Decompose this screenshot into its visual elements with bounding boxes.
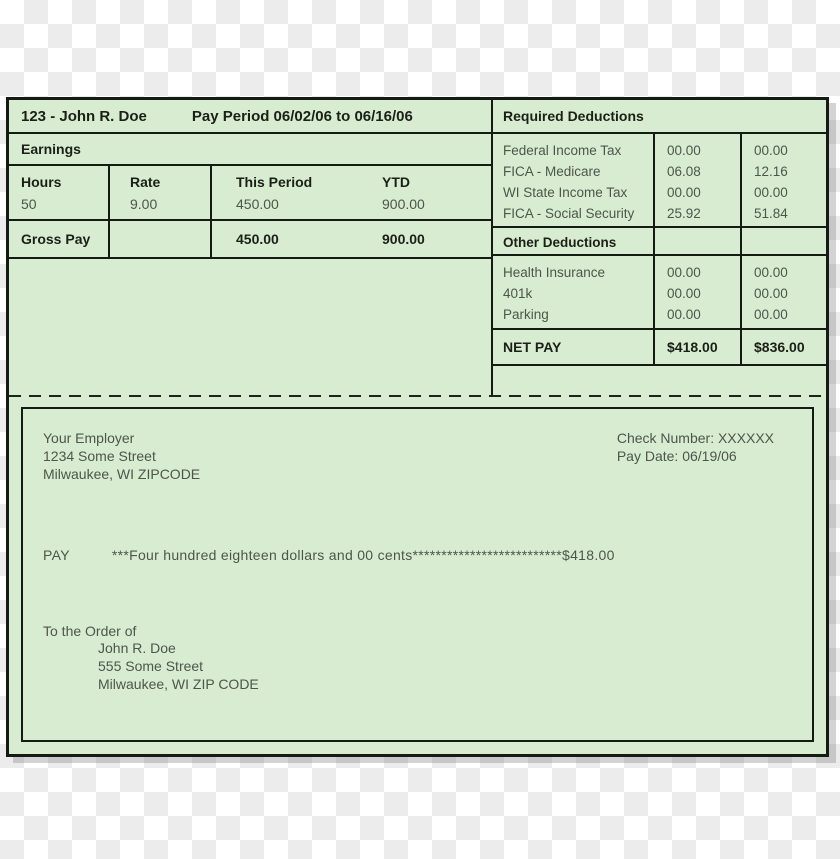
pay-date: Pay Date: 06/19/06 (616, 448, 737, 464)
other-deduction-ytd-value: 00.00 (754, 265, 788, 280)
payee-address: John R. Doe 555 Some Street Milwaukee, W… (98, 639, 792, 693)
hours-value: 50 (21, 196, 37, 212)
required-deductions-table: Federal Income Tax FICA - Medicare WI St… (493, 134, 826, 228)
employer-city: Milwaukee, WI ZIPCODE (43, 466, 201, 482)
other-deduction-label: Health Insurance (503, 265, 606, 280)
employer-street: 1234 Some Street (43, 448, 156, 464)
deductions-panel: Required Deductions Federal Income Tax F… (493, 100, 826, 395)
other-deduction-period-value: 00.00 (667, 286, 701, 301)
gross-pay-empty-cell (110, 221, 212, 257)
ytd-value: 900.00 (382, 196, 425, 212)
payee-block: To the Order of John R. Doe 555 Some Str… (43, 623, 792, 693)
gross-pay-row: Gross Pay 450.00 900.00 (9, 221, 491, 259)
check-number: Check Number: XXXXXX (616, 430, 774, 446)
payee-street: 555 Some Street (98, 658, 204, 674)
deduction-period-value: 06.08 (667, 164, 701, 179)
this-period-header: This Period (236, 174, 313, 190)
other-deduction-labels: Health Insurance 401k Parking (493, 256, 655, 328)
deduction-period-value: 00.00 (667, 143, 701, 158)
ytd-header: YTD (382, 174, 410, 190)
other-deduction-label: 401k (503, 286, 533, 301)
deduction-label: WI State Income Tax (503, 185, 628, 200)
other-deductions-empty-cell (655, 228, 742, 254)
stub-title-row: 123 - John R. Doe Pay Period 06/02/06 to… (9, 100, 491, 134)
payee-city: Milwaukee, WI ZIP CODE (98, 676, 259, 692)
gross-pay-this-period: 450.00 (236, 231, 279, 247)
rate-cell: Rate 9.00 (110, 166, 212, 219)
other-deduction-ytd-value: 00.00 (754, 307, 788, 322)
net-pay-row: NET PAY $418.00 $836.00 (493, 330, 826, 366)
other-deductions-label: Other Deductions (503, 235, 617, 250)
other-deduction-ytd-values: 00.00 00.00 00.00 (742, 256, 826, 328)
employer-address-block: Your Employer 1234 Some Street Milwaukee… (43, 429, 200, 483)
pay-period: Pay Period 06/02/06 to 06/16/06 (191, 107, 413, 125)
other-deduction-period-value: 00.00 (667, 307, 701, 322)
earnings-empty-area (9, 259, 491, 395)
deduction-ytd-value: 12.16 (754, 164, 788, 179)
gross-pay-label: Gross Pay (9, 221, 110, 257)
payee-intro: To the Order of (43, 623, 137, 639)
deduction-ytd-value: 51.84 (754, 206, 788, 221)
employer-name: Your Employer (43, 430, 135, 446)
other-deduction-label: Parking (503, 307, 549, 322)
deduction-label: FICA - Medicare (503, 164, 601, 179)
earnings-panel: 123 - John R. Doe Pay Period 06/02/06 to… (9, 100, 493, 395)
pay-amount-line: PAY ***Four hundred eighteen dollars and… (43, 547, 792, 563)
other-deduction-ytd-value: 00.00 (754, 286, 788, 301)
deduction-period-value: 25.92 (667, 206, 701, 221)
earnings-table-row: Hours 50 Rate 9.00 This Period 450.00 Y (9, 166, 491, 221)
other-deductions-empty-cell (742, 228, 826, 254)
earnings-section-header: Earnings (9, 134, 491, 166)
amount-numeric: $418.00 (562, 547, 615, 563)
pay-stub: 123 - John R. Doe Pay Period 06/02/06 to… (6, 97, 829, 757)
required-deductions-header: Required Deductions (493, 100, 826, 134)
deduction-ytd-value: 00.00 (754, 143, 788, 158)
earnings-label: Earnings (21, 141, 81, 157)
other-deduction-period-values: 00.00 00.00 00.00 (655, 256, 742, 328)
check-top-row: Your Employer 1234 Some Street Milwaukee… (43, 429, 792, 483)
deductions-empty-area (493, 366, 826, 395)
employee-id-name: 123 - John R. Doe (21, 107, 147, 125)
other-deductions-label-cell: Other Deductions (493, 228, 655, 254)
hours-cell: Hours 50 (9, 166, 110, 219)
other-deduction-period-value: 00.00 (667, 265, 701, 280)
ytd-column: YTD 900.00 (382, 171, 491, 219)
deduction-ytd-value: 00.00 (754, 185, 788, 200)
required-deductions-label: Required Deductions (503, 108, 644, 124)
other-deductions-header-row: Other Deductions (493, 228, 826, 256)
period-ytd-cell: This Period 450.00 YTD 900.00 (212, 166, 491, 219)
perforation-line (9, 395, 826, 397)
check-meta-block: Check Number: XXXXXX Pay Date: 06/19/06 (617, 429, 774, 483)
this-period-value: 450.00 (236, 196, 279, 212)
amount-in-words: ***Four hundred eighteen dollars and 00 … (111, 547, 562, 563)
deduction-labels: Federal Income Tax FICA - Medicare WI St… (493, 134, 655, 226)
stub-top-section: 123 - John R. Doe Pay Period 06/02/06 to… (9, 100, 826, 395)
rate-value: 9.00 (130, 196, 158, 212)
deduction-label: FICA - Social Security (503, 206, 635, 221)
deduction-period-values: 00.00 06.08 00.00 25.92 (655, 134, 742, 226)
this-period-column: This Period 450.00 (236, 171, 382, 219)
net-pay-label: NET PAY (493, 330, 655, 364)
other-deductions-table: Health Insurance 401k Parking 00.00 00.0… (493, 256, 826, 330)
check: Your Employer 1234 Some Street Milwaukee… (21, 407, 814, 742)
hours-header: Hours (21, 174, 62, 190)
pay-label: PAY (43, 547, 70, 563)
net-pay-ytd: $836.00 (754, 338, 805, 355)
deduction-period-value: 00.00 (667, 185, 701, 200)
gross-pay-ytd: 900.00 (382, 231, 425, 247)
deduction-label: Federal Income Tax (503, 143, 622, 158)
deduction-ytd-values: 00.00 12.16 00.00 51.84 (742, 134, 826, 226)
gross-pay-values: 450.00 900.00 (212, 221, 491, 257)
payee-name: John R. Doe (98, 640, 176, 656)
net-pay-this-period: $418.00 (655, 330, 742, 364)
rate-header: Rate (130, 174, 161, 190)
